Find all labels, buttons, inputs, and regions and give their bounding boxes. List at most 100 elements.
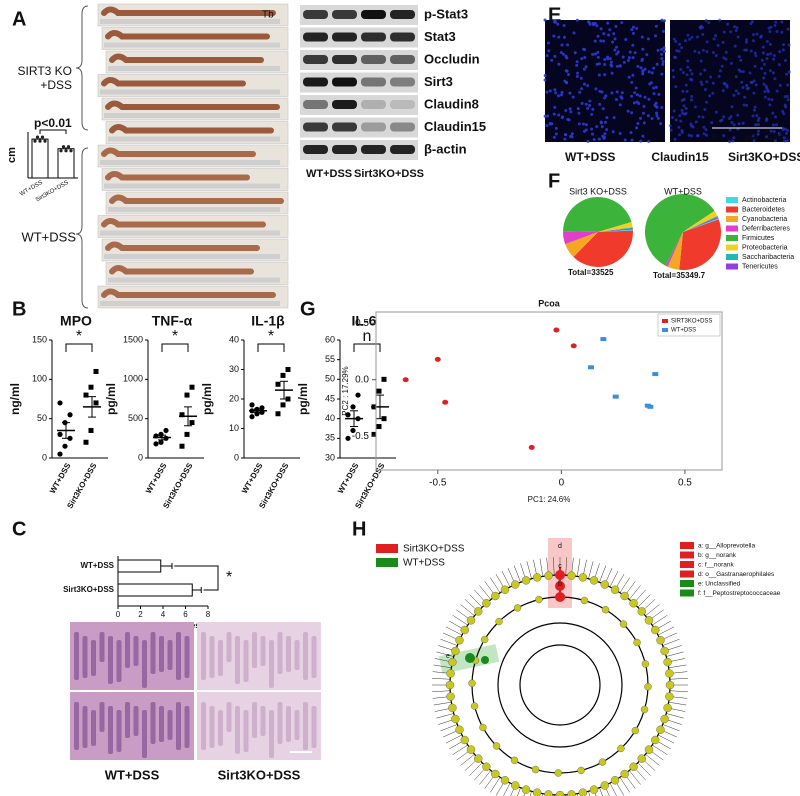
blot-bg bbox=[300, 27, 418, 48]
nucleus bbox=[718, 69, 722, 73]
band-label: p-Stat3 bbox=[424, 6, 468, 21]
nucleus bbox=[552, 112, 556, 116]
nucleus bbox=[760, 58, 764, 62]
node-green bbox=[481, 656, 489, 664]
nucleus bbox=[643, 67, 647, 71]
nucleus bbox=[729, 30, 733, 34]
nucleus bbox=[787, 43, 791, 47]
node bbox=[589, 785, 599, 794]
data-point bbox=[93, 400, 99, 406]
nucleus bbox=[580, 87, 584, 91]
legend-label: Deferribacteres bbox=[742, 225, 790, 232]
nucleus bbox=[603, 63, 607, 67]
nucleus bbox=[781, 48, 785, 52]
node bbox=[460, 735, 469, 745]
band-label: Occludin bbox=[424, 51, 480, 66]
nucleus bbox=[714, 110, 718, 114]
nucleus bbox=[596, 34, 600, 38]
node bbox=[660, 646, 669, 656]
nucleus bbox=[768, 69, 772, 73]
nucleus bbox=[675, 49, 679, 53]
data-point bbox=[93, 368, 99, 374]
node bbox=[598, 758, 607, 766]
pie-total: Total=33525 bbox=[568, 268, 614, 277]
nucleus bbox=[737, 55, 741, 59]
nucleus bbox=[753, 105, 757, 109]
y-tick-label: -0.5 bbox=[352, 431, 370, 442]
plot-frame bbox=[375, 311, 723, 471]
nucleus bbox=[714, 34, 718, 38]
legend-label: c: f__norank bbox=[698, 562, 735, 569]
nucleus bbox=[722, 134, 726, 138]
branch bbox=[662, 724, 680, 732]
nucleus bbox=[631, 73, 635, 77]
nucleus bbox=[596, 50, 600, 54]
node bbox=[474, 754, 483, 763]
branch bbox=[588, 561, 594, 579]
node bbox=[600, 781, 609, 790]
branch bbox=[565, 557, 567, 576]
data-point bbox=[402, 377, 409, 383]
node bbox=[620, 769, 629, 779]
node bbox=[491, 769, 500, 779]
pie-slice bbox=[683, 217, 719, 232]
data-point bbox=[652, 372, 659, 377]
crypt bbox=[218, 640, 223, 676]
nucleus bbox=[690, 78, 694, 82]
panel-label: B bbox=[12, 298, 26, 320]
node bbox=[479, 723, 487, 732]
nucleus bbox=[565, 56, 569, 60]
nucleus bbox=[763, 71, 767, 75]
colon bbox=[109, 53, 264, 63]
panel-label: G bbox=[300, 298, 316, 320]
ruler bbox=[108, 66, 280, 71]
branch bbox=[609, 782, 617, 796]
nucleus bbox=[557, 35, 561, 39]
nucleus bbox=[568, 91, 572, 95]
nucleus bbox=[599, 39, 603, 43]
crypt bbox=[303, 632, 308, 680]
nucleus bbox=[582, 82, 586, 86]
dot bbox=[35, 135, 40, 139]
nucleus bbox=[773, 77, 777, 81]
branch bbox=[645, 604, 660, 616]
pie-total: Total=35349.7 bbox=[653, 271, 706, 280]
node bbox=[589, 576, 599, 585]
ruler bbox=[104, 113, 280, 118]
lane-label: WT+DSS bbox=[306, 168, 352, 180]
nucleus bbox=[655, 105, 659, 109]
nucleus bbox=[634, 86, 638, 90]
nucleus bbox=[763, 90, 767, 94]
node bbox=[644, 683, 652, 691]
node bbox=[663, 703, 672, 713]
nucleus bbox=[752, 139, 756, 143]
nucleus bbox=[568, 107, 572, 111]
data-point bbox=[280, 402, 286, 408]
histology-image bbox=[70, 622, 194, 690]
nucleus bbox=[545, 90, 549, 94]
nucleus bbox=[732, 93, 736, 97]
branch bbox=[445, 626, 463, 636]
nucleus bbox=[610, 91, 614, 95]
nucleus bbox=[662, 19, 666, 23]
nucleus bbox=[604, 94, 608, 98]
significance: * bbox=[76, 328, 82, 345]
nucleus bbox=[698, 25, 702, 29]
node bbox=[511, 580, 520, 589]
nucleus bbox=[690, 134, 694, 138]
legend-label: Sirt3KO+DSS bbox=[403, 544, 465, 555]
nucleus bbox=[783, 139, 787, 143]
branch bbox=[576, 558, 581, 577]
nucleus bbox=[641, 47, 645, 51]
nucleus bbox=[769, 129, 773, 133]
nucleus bbox=[701, 48, 705, 52]
crypt bbox=[311, 636, 317, 678]
nucleus bbox=[773, 24, 777, 28]
nucleus bbox=[597, 137, 601, 141]
bar bbox=[31, 138, 49, 179]
nucleus bbox=[756, 132, 760, 136]
nucleus bbox=[633, 91, 637, 95]
node bbox=[500, 585, 510, 594]
nucleus bbox=[783, 58, 787, 62]
